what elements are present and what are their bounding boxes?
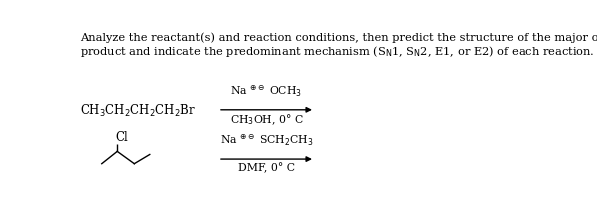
Text: DMF, 0° C: DMF, 0° C	[238, 162, 295, 173]
Text: Cl: Cl	[115, 131, 128, 144]
Text: Na $^{\oplus\ominus}$ SCH$_2$CH$_3$: Na $^{\oplus\ominus}$ SCH$_2$CH$_3$	[220, 133, 313, 148]
Text: product and indicate the predominant mechanism (S$_{\rm N}$1, S$_{\rm N}$2, E1, : product and indicate the predominant mec…	[80, 44, 595, 59]
Text: CH$_3$OH, 0° C: CH$_3$OH, 0° C	[229, 113, 303, 127]
Text: Na $^{\oplus\ominus}$ OCH$_3$: Na $^{\oplus\ominus}$ OCH$_3$	[230, 84, 303, 99]
Text: Analyze the reactant(s) and reaction conditions, then predict the structure of t: Analyze the reactant(s) and reaction con…	[80, 33, 597, 43]
Text: CH$_3$CH$_2$CH$_2$CH$_2$Br: CH$_3$CH$_2$CH$_2$CH$_2$Br	[80, 103, 196, 119]
